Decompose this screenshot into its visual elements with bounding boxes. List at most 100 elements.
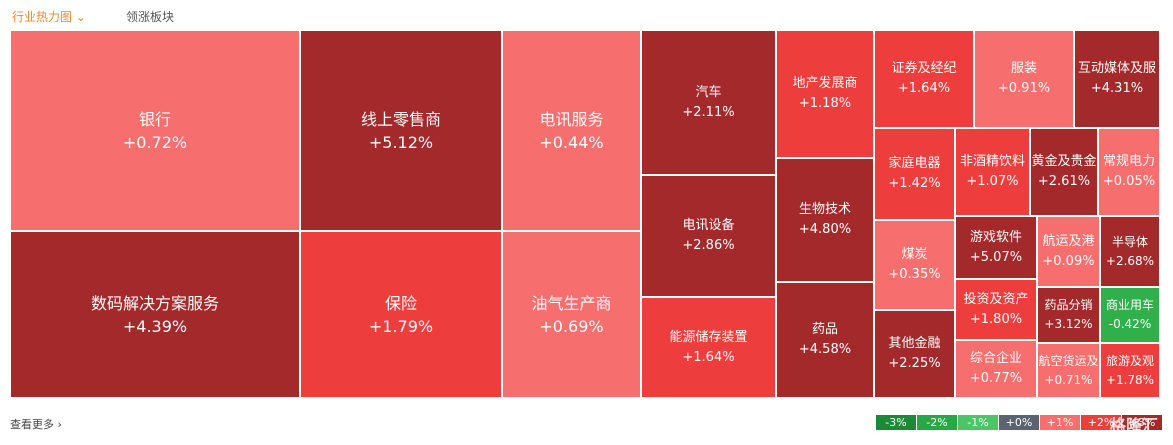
tile-change: +3.12% bbox=[1044, 317, 1093, 331]
tile-change: +0.77% bbox=[969, 371, 1023, 386]
legend-item: +3% bbox=[1122, 415, 1162, 430]
tile-name: 药品 bbox=[811, 322, 838, 337]
tile-change: +5.12% bbox=[368, 132, 434, 152]
tile-name: 汽车 bbox=[695, 84, 722, 100]
tile[interactable]: 汽车 +2.11% bbox=[641, 30, 776, 175]
tile[interactable]: 半导体 +2.68% bbox=[1100, 216, 1160, 287]
tab-label: 行业热力图 bbox=[12, 10, 73, 24]
tile-change: +0.44% bbox=[539, 132, 604, 152]
tile-name: 药品分销 bbox=[1044, 298, 1093, 312]
tile[interactable]: 航运及港 +0.09% bbox=[1037, 216, 1100, 287]
tile[interactable]: 家庭电器 +1.42% bbox=[874, 128, 955, 220]
tile-name: 地产发展商 bbox=[792, 76, 858, 91]
legend: -3% -2% -1% +0% +1% +2% +3% bbox=[876, 415, 1163, 430]
tile-name: 保险 bbox=[384, 293, 417, 313]
tab[interactable]: 行业热力图 ⌄ bbox=[12, 10, 86, 24]
tile-name: 商业用车 bbox=[1105, 298, 1154, 312]
tile-change: +1.78% bbox=[1105, 372, 1155, 387]
tile-change: +0.05% bbox=[1102, 174, 1156, 189]
tile-name: 生物技术 bbox=[798, 202, 851, 217]
tile[interactable]: 常规电力 +0.05% bbox=[1098, 128, 1160, 216]
tile[interactable]: 保险 +1.79% bbox=[300, 231, 502, 398]
tile-change: +1.64% bbox=[897, 81, 951, 96]
tile-change: +1.07% bbox=[966, 174, 1019, 189]
tile-change: +0.72% bbox=[122, 132, 188, 152]
legend-item: +0% bbox=[999, 415, 1039, 430]
tile[interactable]: 煤炭 +0.35% bbox=[874, 220, 955, 310]
tile[interactable]: 服装 +0.91% bbox=[974, 30, 1074, 128]
tile-name: 投资及资产 bbox=[963, 291, 1029, 307]
tile-name: 旅游及观 bbox=[1105, 353, 1154, 368]
tile[interactable]: 投资及资产 +1.80% bbox=[955, 279, 1037, 340]
tile[interactable]: 能源储存装置 +1.64% bbox=[641, 297, 776, 398]
tile-change: +0.69% bbox=[539, 316, 604, 336]
more-label: 查看更多 bbox=[10, 418, 54, 431]
tile-name: 航空货运及 bbox=[1038, 353, 1099, 368]
tile-change: +4.58% bbox=[798, 342, 852, 357]
tile[interactable]: 证券及经纪 +1.64% bbox=[874, 30, 974, 128]
tile[interactable]: 航空货运及 +0.71% bbox=[1037, 343, 1100, 398]
tile-change: +2.61% bbox=[1037, 174, 1091, 189]
tile-change: +1.18% bbox=[798, 96, 852, 111]
tile[interactable]: 电讯服务 +0.44% bbox=[502, 30, 641, 231]
tile-name: 能源储存装置 bbox=[669, 329, 748, 345]
tile-name: 互动媒体及服 bbox=[1077, 61, 1156, 76]
watermark: 格隆汇 bbox=[1110, 416, 1159, 435]
legend-item: -2% bbox=[917, 415, 957, 430]
tile[interactable]: 其他金融 +2.25% bbox=[874, 310, 955, 398]
tile[interactable]: 商业用车 -0.42% bbox=[1100, 287, 1160, 343]
tile-change: +4.31% bbox=[1090, 81, 1144, 96]
tile[interactable]: 生物技术 +4.80% bbox=[776, 158, 874, 282]
tile-change: +2.86% bbox=[682, 238, 735, 253]
tile[interactable]: 药品 +4.58% bbox=[776, 282, 874, 398]
tile[interactable]: 数码解决方案服务 +4.39% bbox=[10, 231, 300, 398]
tile-change: +0.09% bbox=[1042, 253, 1095, 269]
tile-name: 家庭电器 bbox=[888, 156, 941, 171]
tile-change: +0.91% bbox=[997, 81, 1051, 96]
legend-item: +1% bbox=[1040, 415, 1080, 430]
tile[interactable]: 地产发展商 +1.18% bbox=[776, 30, 874, 158]
tile[interactable]: 电讯设备 +2.86% bbox=[641, 175, 776, 297]
tile-change: +1.79% bbox=[368, 316, 434, 336]
tile-change: +1.64% bbox=[682, 349, 735, 365]
tile-change: +1.80% bbox=[969, 311, 1023, 327]
tile-change: +5.07% bbox=[969, 249, 1023, 265]
tile[interactable]: 黄金及贵金 +2.61% bbox=[1030, 128, 1098, 216]
tile-name: 煤炭 bbox=[901, 247, 928, 262]
tile-name: 其他金融 bbox=[888, 336, 941, 351]
tile[interactable]: 药品分销 +3.12% bbox=[1037, 287, 1100, 343]
tile-name: 服装 bbox=[1010, 61, 1037, 76]
tile-name: 数码解决方案服务 bbox=[90, 293, 219, 313]
tile-name: 电讯服务 bbox=[539, 109, 604, 129]
tile-change: +4.80% bbox=[798, 222, 852, 237]
tile[interactable]: 油气生产商 +0.69% bbox=[502, 231, 641, 398]
tile-name: 常规电力 bbox=[1102, 154, 1155, 169]
tab[interactable]: 领涨板块 bbox=[126, 10, 175, 24]
tile-change: +0.35% bbox=[888, 267, 941, 282]
tile[interactable]: 非酒精饮料 +1.07% bbox=[955, 128, 1030, 216]
tile[interactable]: 线上零售商 +5.12% bbox=[300, 30, 502, 231]
legend-item: -3% bbox=[876, 415, 916, 430]
tile-change: +2.25% bbox=[888, 356, 941, 371]
tile-name: 电讯设备 bbox=[682, 218, 735, 233]
tile-change: +0.71% bbox=[1044, 372, 1093, 387]
tile[interactable]: 游戏软件 +5.07% bbox=[955, 216, 1037, 279]
tile-name: 航运及港 bbox=[1042, 233, 1095, 249]
tile-name: 非酒精饮料 bbox=[959, 154, 1025, 169]
tile-name: 银行 bbox=[138, 109, 171, 129]
tile-name: 证券及经纪 bbox=[891, 61, 957, 76]
tile-name: 油气生产商 bbox=[531, 293, 612, 313]
tile[interactable]: 综合企业 +0.77% bbox=[955, 340, 1037, 398]
tile-name: 线上零售商 bbox=[360, 109, 441, 129]
tile[interactable]: 银行 +0.72% bbox=[10, 30, 300, 231]
tile[interactable]: 旅游及观 +1.78% bbox=[1100, 343, 1160, 398]
tile-change: +2.11% bbox=[682, 104, 735, 120]
tile-name: 半导体 bbox=[1111, 234, 1148, 249]
legend-item: -1% bbox=[958, 415, 998, 430]
more-link[interactable]: 查看更多 › bbox=[10, 418, 62, 431]
tile[interactable]: 互动媒体及服 +4.31% bbox=[1074, 30, 1160, 128]
tile-change: +1.42% bbox=[888, 176, 941, 191]
tile-name: 黄金及贵金 bbox=[1031, 154, 1097, 169]
legend-item: +2% bbox=[1081, 415, 1121, 430]
